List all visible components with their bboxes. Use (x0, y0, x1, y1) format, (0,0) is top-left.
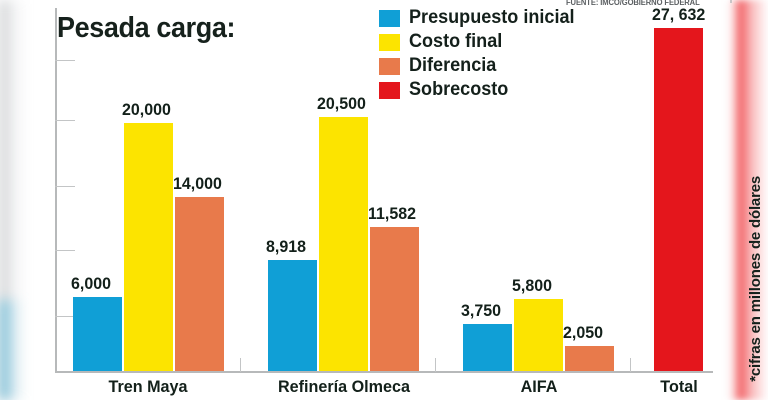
bar[interactable] (565, 345, 614, 371)
bar[interactable] (514, 299, 563, 371)
bar[interactable] (73, 296, 122, 371)
units-note: *cifras en millones de dólares (747, 176, 764, 382)
legend-item-label: Sobrecosto (409, 79, 509, 100)
legend-swatch-icon (379, 81, 400, 99)
bar[interactable] (124, 122, 173, 371)
legend-item[interactable]: Diferencia (379, 54, 583, 78)
y-axis-tick (55, 120, 75, 121)
y-axis-line (55, 8, 57, 372)
legend-item[interactable]: Sobrecosto (379, 78, 583, 102)
bar[interactable] (268, 260, 317, 371)
legend-swatch-icon (379, 33, 400, 51)
legend-swatch-icon (379, 9, 400, 27)
legend-swatch-icon (379, 57, 400, 75)
y-axis-tick (55, 316, 75, 317)
bar-value-label: 8,918 (266, 237, 306, 257)
bar-value-label: 5,800 (512, 276, 552, 295)
legend-item[interactable]: Presupuesto inicial (379, 6, 583, 30)
bar[interactable] (319, 116, 368, 371)
left-edge-blue-shadow (0, 300, 24, 400)
page-title: Pesada carga: (57, 12, 236, 44)
bar[interactable] (654, 28, 703, 371)
category-label: Total (660, 377, 698, 396)
legend-item[interactable]: Costo final (379, 30, 583, 54)
y-axis-tick (55, 186, 75, 187)
legend-item-label: Presupuesto inicial (409, 7, 575, 28)
x-axis-line (55, 371, 713, 373)
legend-item-label: Diferencia (409, 55, 497, 76)
x-axis-tick (240, 358, 241, 372)
x-axis-tick (435, 358, 436, 372)
chart-legend: Presupuesto inicial Costo final Diferencia… (379, 6, 583, 102)
bar-value-label: 27, 632 (652, 5, 706, 24)
category-label: Refinería Olmeca (278, 377, 410, 396)
bar-value-label: 11,582 (368, 204, 416, 224)
bar[interactable] (370, 227, 419, 371)
right-edge-dotted-line (730, 0, 732, 400)
bar[interactable] (175, 197, 224, 371)
category-label: AIFA (520, 377, 558, 396)
legend-item-label: Costo final (409, 31, 503, 52)
x-axis-tick (630, 358, 631, 372)
left-edge-shadow (0, 0, 26, 400)
bar[interactable] (463, 324, 512, 371)
bar-value-label: 14,000 (173, 174, 222, 194)
bar-value-label: 6,000 (71, 273, 111, 293)
bar-value-label: 20,500 (317, 93, 366, 113)
bar-value-label: 2,050 (563, 322, 603, 342)
bar-value-label: 3,750 (461, 301, 501, 321)
y-axis-tick (55, 60, 75, 61)
source-credit: FUENTE: IMCO/GOBIERNO FEDERAL (566, 0, 700, 7)
category-label: Tren Maya (108, 377, 188, 396)
y-axis-tick (55, 250, 75, 251)
bar-value-label: 20,000 (122, 99, 171, 119)
